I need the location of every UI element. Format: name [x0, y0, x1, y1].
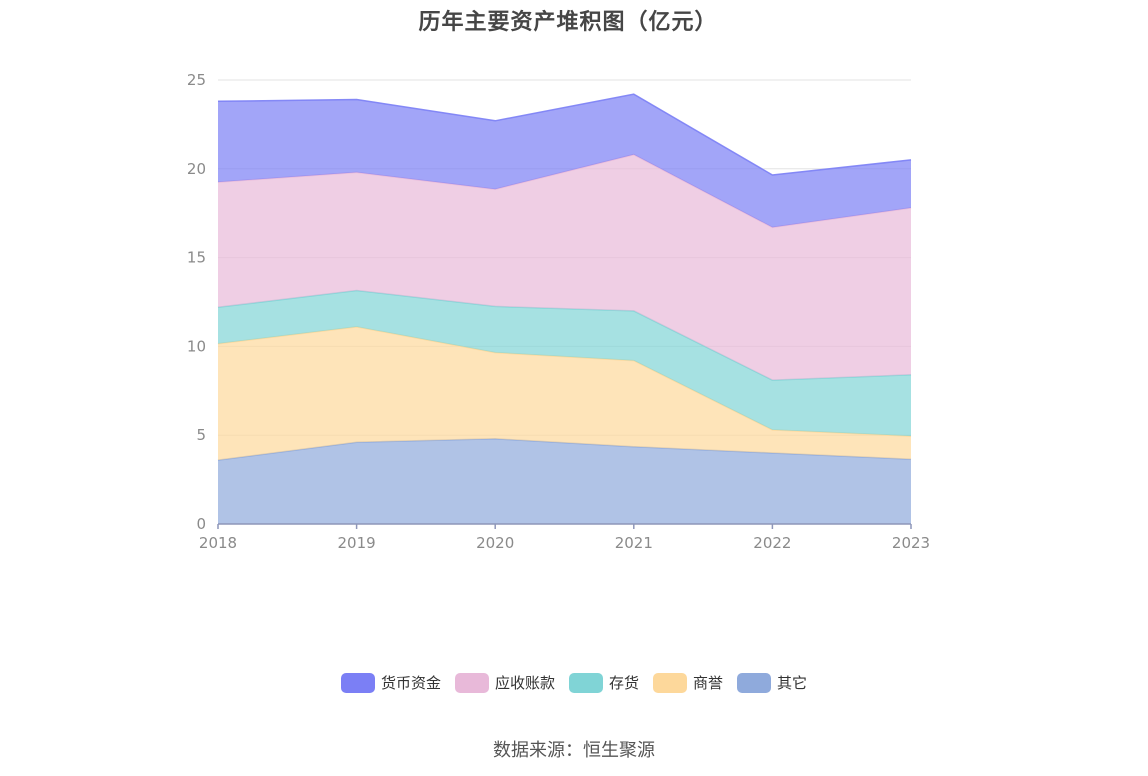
chart-title: 历年主要资产堆积图（亿元） [418, 10, 718, 35]
legend-label: 存货 [608, 674, 639, 692]
x-tick-label: 2022 [753, 534, 791, 552]
legend-item[interactable]: 其它 [737, 672, 807, 693]
legend-swatch [454, 672, 489, 693]
legend-swatch [568, 672, 603, 693]
y-tick-label: 10 [187, 337, 206, 355]
x-tick-label: 2018 [199, 534, 237, 552]
legend-item[interactable]: 应收账款 [454, 672, 555, 693]
legend-item[interactable]: 存货 [568, 672, 639, 693]
legend: 货币资金 应收账款 存货 商誉 其它 [0, 672, 1148, 693]
area-series-2 [218, 290, 911, 437]
y-tick-label: 25 [187, 71, 206, 89]
legend-swatch [653, 672, 687, 693]
x-tick-label: 2021 [615, 534, 653, 552]
y-tick-label: 0 [196, 515, 206, 533]
x-tick-label: 2020 [476, 534, 514, 552]
legend-label: 商誉 [693, 674, 724, 692]
y-tick-label: 15 [187, 249, 206, 267]
area-series-4 [218, 94, 911, 228]
legend-label: 货币资金 [380, 674, 441, 692]
x-tick-label: 2019 [338, 534, 376, 552]
area-series-0 [218, 438, 911, 524]
legend-label: 应收账款 [494, 674, 555, 692]
area-series-1 [218, 326, 911, 461]
legend-swatch [737, 672, 772, 693]
legend-label: 其它 [777, 674, 808, 692]
area-layers [217, 93, 912, 524]
legend-swatch [340, 672, 375, 693]
area-series-3 [218, 154, 911, 381]
area-series-edge-4 [217, 93, 912, 176]
legend-item[interactable]: 货币资金 [340, 672, 441, 693]
y-tick-label: 5 [196, 426, 206, 444]
y-tick-label: 20 [187, 160, 206, 178]
x-tick-label: 2023 [892, 534, 930, 552]
source-note: 数据来源：恒生聚源 [493, 740, 655, 761]
legend-item[interactable]: 商誉 [653, 672, 723, 693]
